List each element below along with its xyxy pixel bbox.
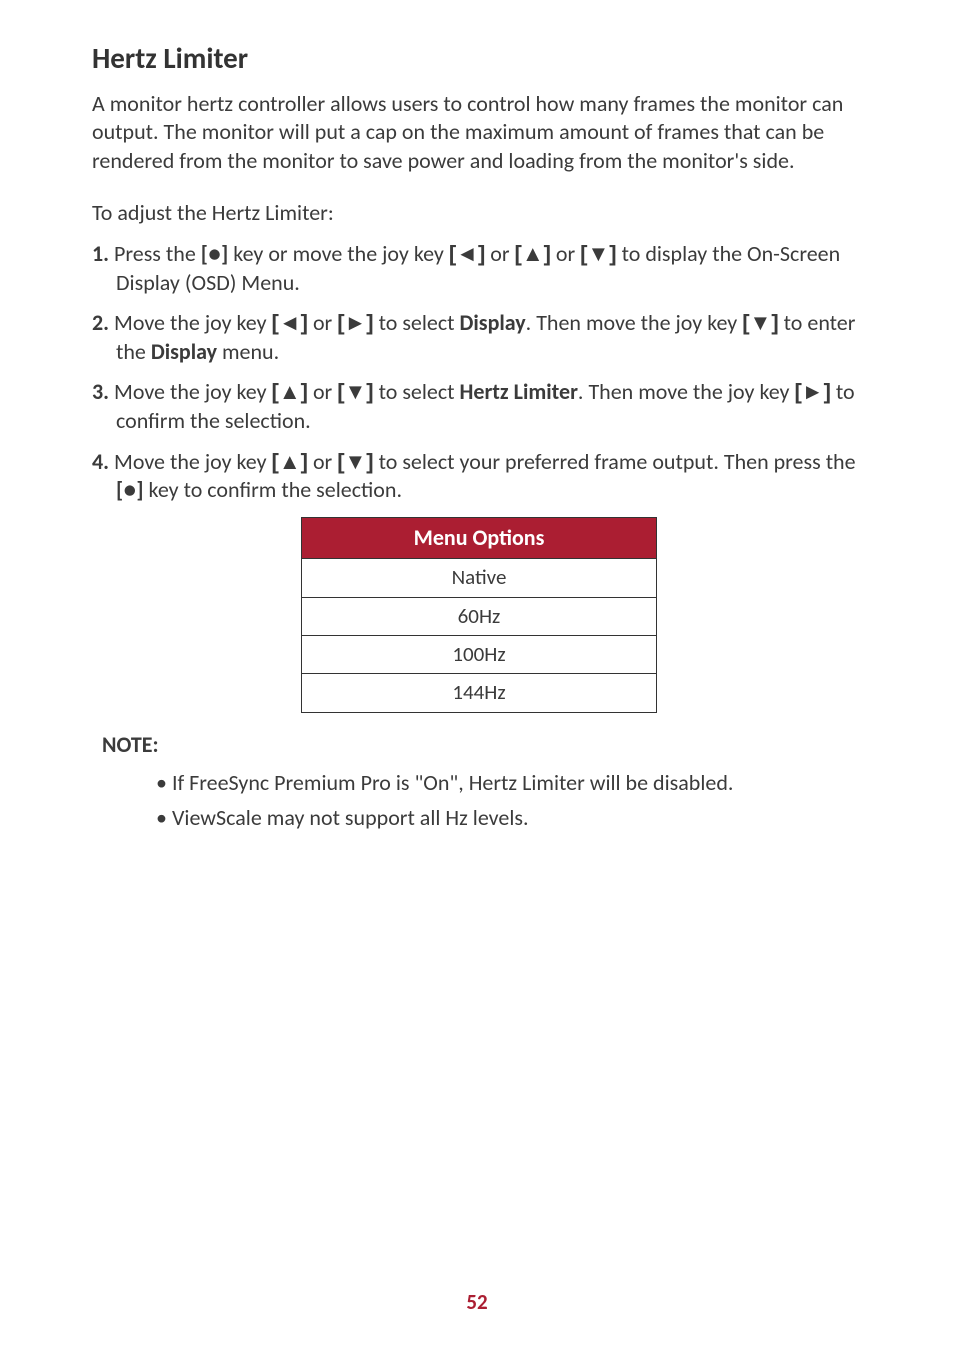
step-text: or <box>485 240 514 267</box>
step-number: 1. <box>92 240 109 267</box>
bold-hertz-limiter: Hertz Limiter <box>460 378 578 405</box>
key-down: [▼] <box>742 310 778 335</box>
step-text: to select <box>374 378 460 405</box>
key-right: [►] <box>337 310 373 335</box>
key-left: [◄] <box>272 310 308 335</box>
note-heading: NOTE: <box>102 731 866 760</box>
table-row: 144Hz <box>302 674 657 712</box>
step-text: to select your preferred frame output. T… <box>374 448 856 475</box>
section-heading: Hertz Limiter <box>92 40 866 78</box>
lead-paragraph: To adjust the Hertz Limiter: <box>92 199 866 228</box>
step-number: 2. <box>92 309 109 336</box>
key-dot: [●] <box>116 476 144 503</box>
step-text: key to confirm the selection. <box>144 476 402 503</box>
key-right: [►] <box>794 379 830 404</box>
key-up: [▲] <box>515 241 551 266</box>
key-down: [▼] <box>337 379 373 404</box>
page-number: 52 <box>0 1289 954 1316</box>
step-number: 3. <box>92 378 109 405</box>
step-text: key or move the joy key <box>228 240 449 267</box>
table-row: 60Hz <box>302 597 657 635</box>
table-row: Native <box>302 559 657 597</box>
step-text: or <box>308 309 337 336</box>
step-3: 3. Move the joy key [▲] or [▼] to select… <box>92 378 866 435</box>
step-text: Press the <box>114 240 201 267</box>
step-text: Move the joy key <box>114 378 272 405</box>
table-row: 100Hz <box>302 636 657 674</box>
step-text: menu. <box>217 338 279 365</box>
step-4: 4. Move the joy key [▲] or [▼] to select… <box>92 448 866 505</box>
step-text: Move the joy key <box>114 309 272 336</box>
step-text: to select <box>374 309 460 336</box>
key-down: [▼] <box>337 449 373 474</box>
step-text: or <box>551 240 580 267</box>
key-dot: [●] <box>201 240 229 267</box>
notes-list: If FreeSync Premium Pro is "On", Hertz L… <box>92 769 866 832</box>
steps-list: 1. Press the [●] key or move the joy key… <box>92 240 866 505</box>
key-left: [◄] <box>449 241 485 266</box>
step-number: 4. <box>92 448 109 475</box>
intro-paragraph: A monitor hertz controller allows users … <box>92 90 866 176</box>
step-text: Move the joy key <box>114 448 272 475</box>
key-up: [▲] <box>272 379 308 404</box>
step-text: . Then move the joy key <box>526 309 743 336</box>
bold-display: Display <box>151 338 217 365</box>
step-2: 2. Move the joy key [◄] or [►] to select… <box>92 309 866 366</box>
note-item: ViewScale may not support all Hz levels. <box>156 804 866 833</box>
step-text: or <box>308 448 337 475</box>
step-text: . Then move the joy key <box>578 378 795 405</box>
key-up: [▲] <box>272 449 308 474</box>
bold-display: Display <box>460 309 526 336</box>
step-text: or <box>308 378 337 405</box>
menu-options-table: Menu Options Native 60Hz 100Hz 144Hz <box>301 517 657 713</box>
note-item: If FreeSync Premium Pro is "On", Hertz L… <box>156 769 866 798</box>
key-down: [▼] <box>580 241 616 266</box>
step-1: 1. Press the [●] key or move the joy key… <box>92 240 866 297</box>
table-header: Menu Options <box>302 517 657 559</box>
